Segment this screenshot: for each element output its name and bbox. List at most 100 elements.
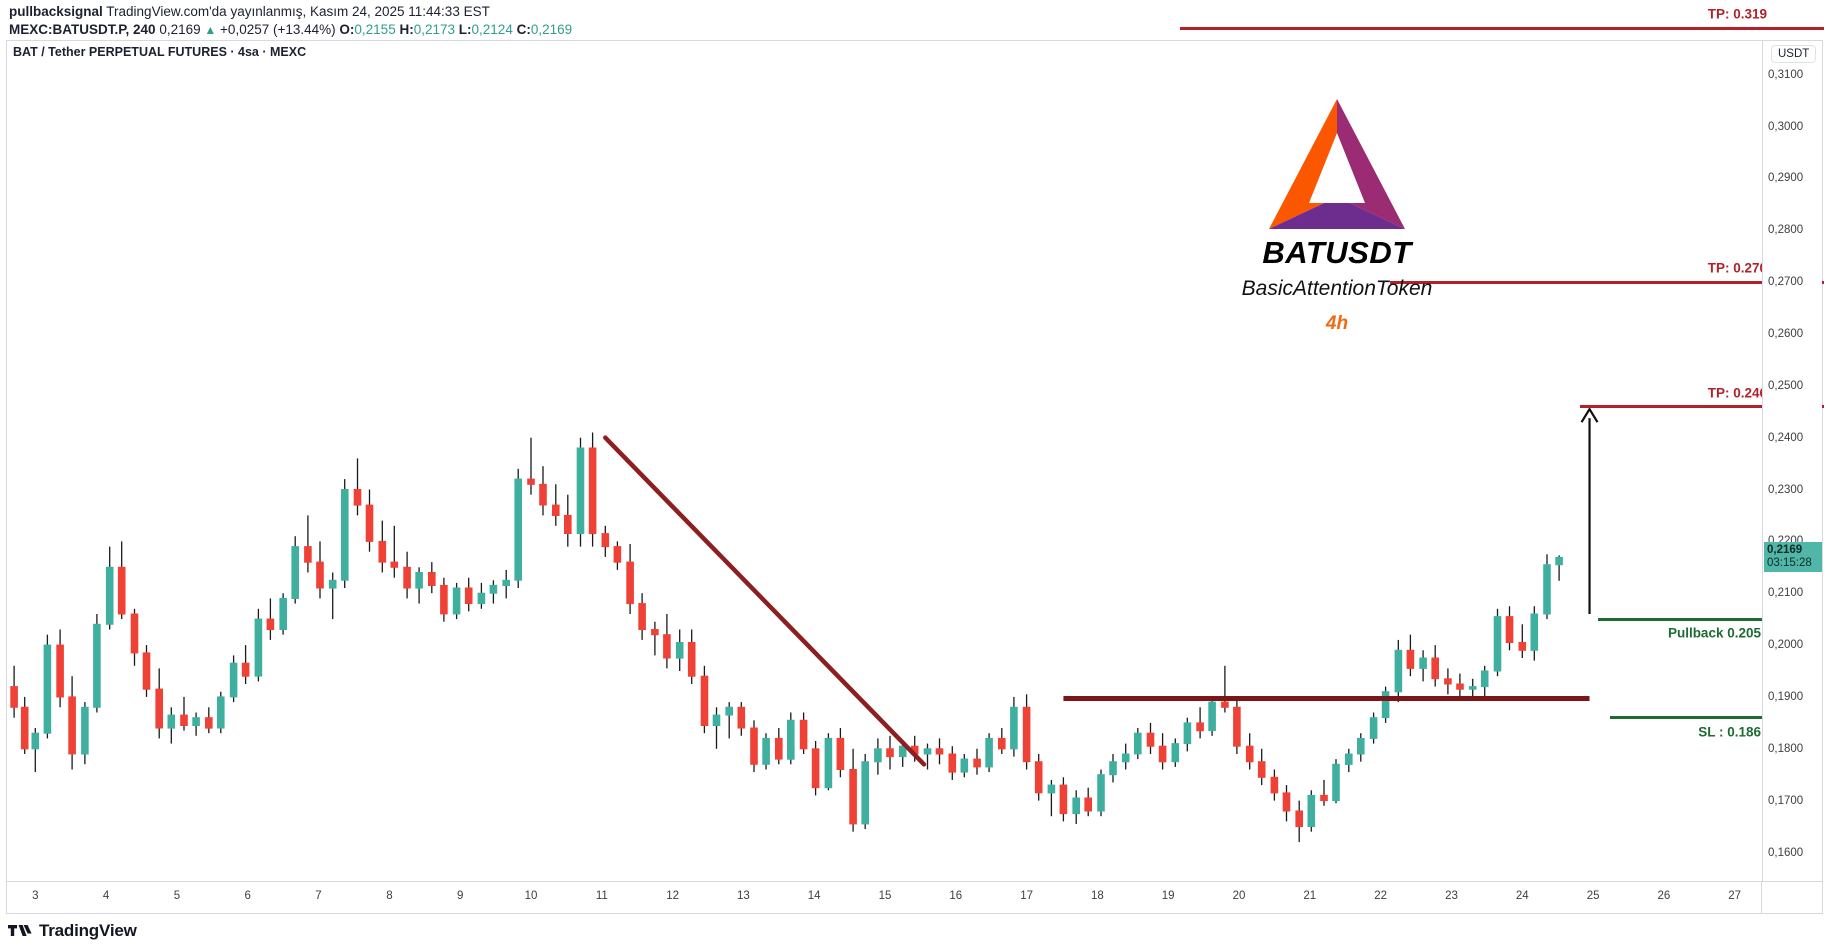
candle (750, 720, 758, 773)
candle (1518, 624, 1527, 658)
candle (1419, 650, 1427, 682)
candle (1171, 738, 1180, 767)
candle (304, 515, 312, 573)
candle (279, 593, 287, 635)
candle (142, 645, 151, 697)
candle (155, 668, 163, 739)
candle (1320, 779, 1328, 806)
candle (378, 520, 387, 573)
candle (576, 437, 585, 547)
candle (1084, 787, 1093, 817)
time-tick: 8 (386, 890, 393, 902)
tradingview-footer: TradingView (8, 921, 137, 941)
current-price-value: 0,2169 (1767, 544, 1803, 557)
candle (1332, 759, 1340, 804)
candle (192, 712, 200, 736)
time-tick: 24 (1515, 890, 1529, 902)
candle (948, 746, 957, 780)
candle (601, 525, 610, 557)
candle (415, 567, 423, 604)
candle (1456, 673, 1464, 697)
symbol-quote-line: MEXC:BATUSDT.P, 240 0,2169 ▲ +0,0257 (+1… (9, 21, 1829, 39)
candle (1357, 733, 1365, 762)
candle (564, 494, 572, 547)
candle (787, 712, 795, 765)
candlestick-svg (10, 407, 1599, 843)
candle (341, 479, 349, 588)
price-axis[interactable]: USDT 0,3100 0,3000 0,2900 0,2800 0,2700 0,260… (1762, 41, 1822, 881)
publisher-line: pullbacksignal TradingView.com'da yayınl… (9, 4, 1829, 20)
candle (1109, 754, 1117, 783)
time-tick: 13 (736, 890, 750, 902)
downtrend-line[interactable] (603, 435, 927, 767)
price-tick: 0,3000 (1768, 120, 1804, 133)
candle (1369, 712, 1378, 744)
time-tick: 16 (949, 890, 963, 902)
tradingview-brand-text: TradingView (39, 921, 137, 940)
price-plot-area[interactable] (7, 41, 1763, 881)
time-tick: 19 (1161, 890, 1175, 902)
price-tick: 0,2100 (1768, 587, 1804, 600)
candle (93, 614, 101, 713)
candle (849, 748, 857, 832)
price-tick: 0,2700 (1768, 276, 1804, 289)
candle (824, 733, 833, 791)
candle (43, 634, 52, 739)
time-tick: 26 (1657, 890, 1671, 902)
candle (390, 525, 399, 578)
time-tick: 10 (524, 890, 538, 902)
candle (117, 541, 126, 620)
candle (1233, 696, 1241, 754)
candle (1493, 608, 1502, 677)
price-tick: 0,2400 (1768, 431, 1804, 444)
candle (254, 608, 263, 682)
candle (799, 712, 808, 754)
candle (552, 484, 560, 526)
candle (811, 741, 820, 796)
time-tick: 12 (666, 890, 679, 902)
candle (31, 728, 40, 773)
candle (217, 691, 225, 734)
axis-divider (1761, 882, 1762, 913)
chart-legend-title: BAT / Tether PERPETUAL FUTURES · 4sa · M… (13, 45, 307, 59)
candle (1022, 694, 1031, 770)
candle (1072, 790, 1081, 824)
candle (960, 754, 969, 778)
candle (1121, 743, 1130, 770)
candle (105, 546, 114, 630)
candle (663, 614, 671, 669)
last-price: 0,2169 (159, 22, 201, 37)
candle (502, 569, 510, 599)
candle (403, 551, 411, 599)
candle (700, 665, 709, 734)
low-value: 0,2124 (471, 22, 513, 37)
candle (985, 733, 993, 773)
high-key: H: (399, 22, 414, 37)
candle (1034, 754, 1043, 801)
price-tick: 0,1800 (1768, 742, 1804, 755)
candle (762, 733, 770, 770)
candle (1059, 777, 1068, 822)
symbol-ticker[interactable]: MEXC:BATUSDT.P, (9, 22, 130, 37)
candle (1158, 733, 1167, 770)
candle (1183, 717, 1192, 752)
candle (973, 748, 981, 775)
chart-frame: BAT / Tether PERPETUAL FUTURES · 4sa · M… (6, 7, 1824, 882)
time-tick: 15 (878, 890, 892, 902)
price-tick: 0,1900 (1768, 690, 1804, 703)
candle (1307, 790, 1316, 832)
candle (1530, 606, 1539, 661)
candle (638, 593, 646, 640)
candle (539, 466, 547, 516)
time-tick: 20 (1232, 890, 1246, 902)
candle (861, 754, 870, 830)
candle (1406, 634, 1415, 677)
candle (935, 738, 944, 765)
candle (428, 562, 436, 594)
candle (1196, 707, 1204, 739)
time-tick: 6 (244, 890, 251, 902)
time-axis[interactable]: 3 4 5 6 7 8 9 10 11 12 13 14 15 16 17 18 19 20 21 22 23 24 25 2… (6, 882, 1823, 914)
time-tick: 23 (1445, 890, 1458, 902)
resolution-label[interactable]: 240 (133, 22, 156, 37)
time-tick: 14 (807, 890, 821, 902)
